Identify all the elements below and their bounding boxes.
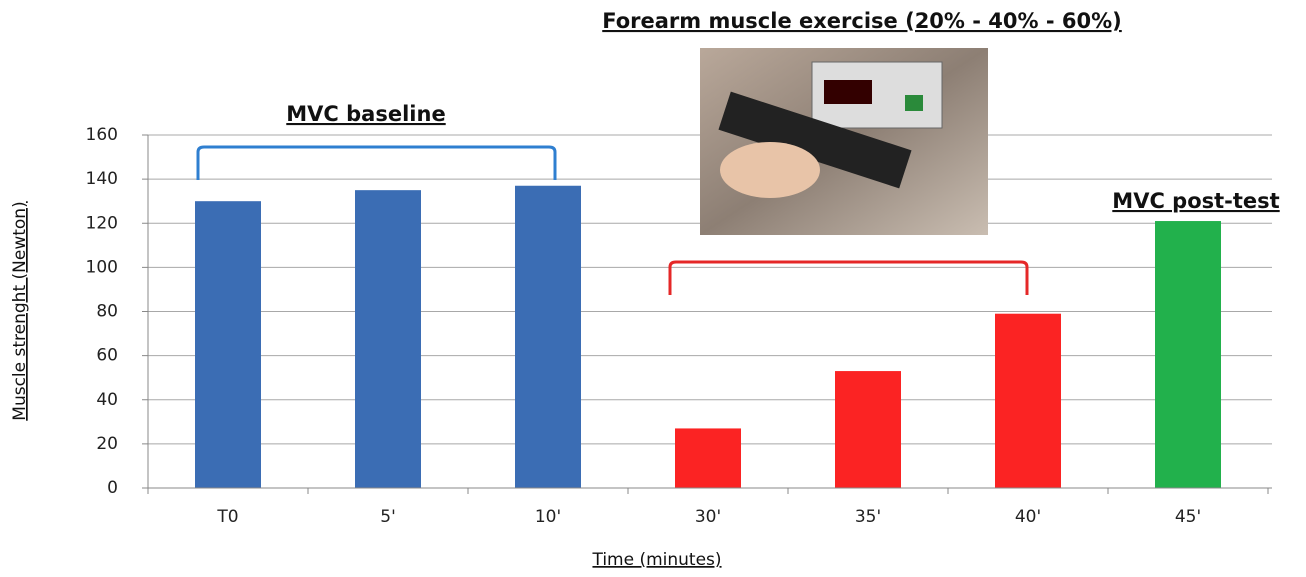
- x-tick-label: 5': [380, 507, 396, 527]
- exercise-bracket: [668, 260, 1029, 295]
- bar: [995, 313, 1061, 488]
- x-tick-label: 30': [695, 507, 721, 527]
- bar: [835, 371, 901, 488]
- x-tick-label: 10': [535, 507, 561, 527]
- y-tick-label: 140: [86, 169, 118, 189]
- x-tick-label: 40': [1015, 507, 1041, 527]
- photo: [700, 48, 988, 235]
- y-tick-label: 40: [96, 390, 118, 410]
- y-tick-label: 80: [96, 302, 118, 322]
- bar: [675, 428, 741, 488]
- annotation: MVC baseline: [286, 102, 445, 126]
- bars: [195, 185, 1221, 488]
- annotation: MVC post-test: [1112, 189, 1279, 213]
- x-tick-label: 45': [1175, 507, 1201, 527]
- y-tick-label: 100: [86, 257, 118, 277]
- y-tick-label: 60: [96, 346, 118, 366]
- baseline-bracket: [196, 145, 557, 180]
- y-tick-label: 0: [107, 478, 118, 498]
- y-tick-label: 160: [86, 125, 118, 145]
- x-axis-label: Time (minutes): [591, 550, 721, 570]
- y-tick-label: 20: [96, 434, 118, 454]
- annotation: Forearm muscle exercise (20% - 40% - 60%…: [602, 9, 1122, 33]
- bar: [355, 190, 421, 488]
- bar: [1155, 221, 1221, 488]
- bar: [195, 201, 261, 488]
- x-tick-label: 35': [855, 507, 881, 527]
- bar: [515, 185, 581, 488]
- y-tick-label: 120: [86, 213, 118, 233]
- y-axis-label: Muscle strenght (Newton): [10, 201, 30, 420]
- x-tick-label: T0: [216, 507, 238, 527]
